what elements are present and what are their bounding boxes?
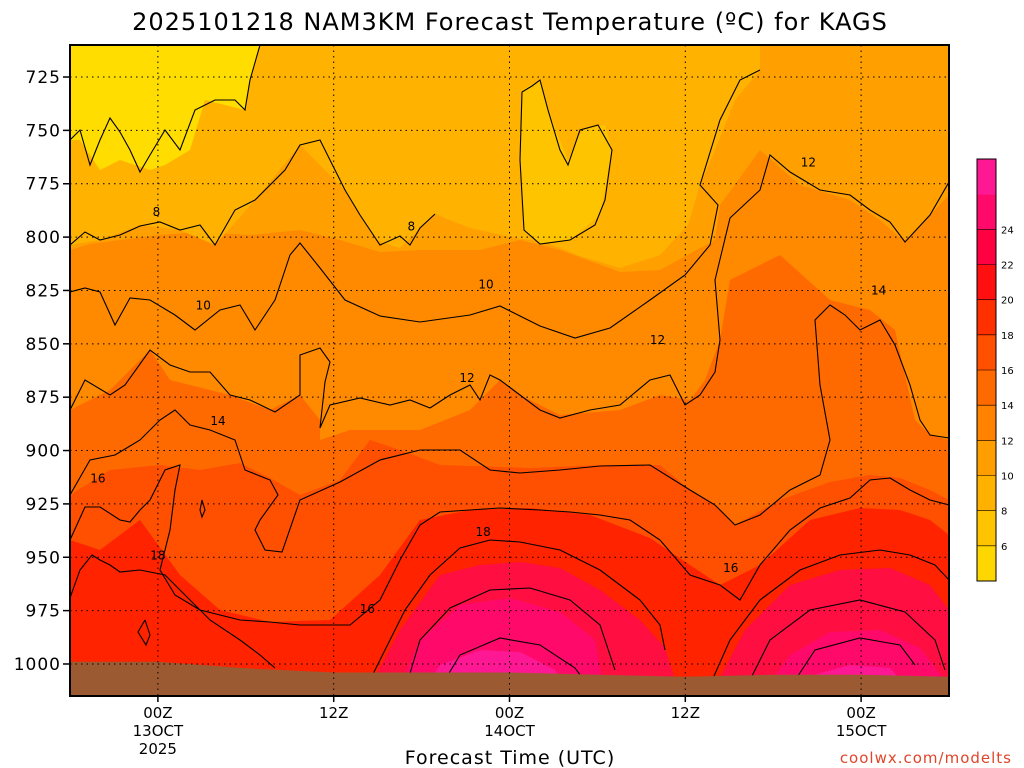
x-tick-label-time: 00Z xyxy=(495,704,524,722)
y-axis-ticks: 725 750 775 800 825 850 875 900 925 950 975 1000 xyxy=(14,68,70,675)
colorbar-swatch xyxy=(977,264,996,301)
contour-label: 10 xyxy=(196,299,211,313)
y-tick-label: 875 xyxy=(26,388,61,408)
colorbar-swatch xyxy=(977,299,996,336)
contour-label: 10 xyxy=(478,277,493,291)
colorbar-swatch xyxy=(977,405,996,441)
contour-label: 16 xyxy=(723,561,738,575)
colorbar-label: 12 xyxy=(1001,436,1014,447)
contour-14 xyxy=(70,304,949,553)
contour-label: 8 xyxy=(408,220,416,234)
y-tick-label: 800 xyxy=(26,228,61,248)
x-tick-label-date: 15OCT xyxy=(836,722,887,740)
y-tick-label: 950 xyxy=(26,548,61,568)
contour-label: 12 xyxy=(801,156,816,170)
contour-label: 8 xyxy=(153,205,161,219)
contour-6 xyxy=(70,45,261,174)
x-tick-label-date: 13OCT xyxy=(133,722,184,740)
contour-12 xyxy=(70,154,949,429)
contour-label: 14 xyxy=(210,414,225,428)
colorbar-swatch xyxy=(977,194,996,230)
colorbar-swatch xyxy=(977,510,996,547)
contour-label: 12 xyxy=(650,333,665,347)
colorbar-swatch xyxy=(977,545,996,582)
x-tick-label-time: 12Z xyxy=(319,704,348,722)
y-tick-label: 925 xyxy=(26,495,61,515)
colorbar-label: 14 xyxy=(1001,401,1014,412)
y-tick-label: 750 xyxy=(26,121,61,141)
contour-18c xyxy=(709,549,949,686)
contour-label: 16 xyxy=(90,472,105,486)
contour-label: 18 xyxy=(150,548,165,562)
x-axis-title: Forecast Time (UTC) xyxy=(405,747,615,768)
colorbar-label: 20 xyxy=(1001,296,1014,307)
contour-16 xyxy=(70,464,949,626)
contour-20b xyxy=(744,599,946,691)
y-tick-label: 1000 xyxy=(14,655,61,675)
y-tick-label: 975 xyxy=(26,602,61,622)
contour-18b xyxy=(364,539,666,691)
colorbar-label: 10 xyxy=(1001,472,1014,483)
y-tick-label: 900 xyxy=(26,442,61,462)
colorbar-swatch xyxy=(977,159,996,195)
colorbar-label: 8 xyxy=(1001,507,1007,518)
contour-label: 18 xyxy=(475,525,490,539)
y-tick-label: 725 xyxy=(26,68,61,88)
credit-text: coolwx.com/modelts xyxy=(840,749,1012,767)
x-tick-label-time: 00Z xyxy=(143,704,172,722)
colorbar-label: 18 xyxy=(1001,331,1014,342)
contour-16-pocket xyxy=(199,499,206,519)
x-tick-label-time: 12Z xyxy=(671,704,700,722)
colorbar-label: 6 xyxy=(1001,542,1007,553)
chart-title: 2025101218 NAM3KM Forecast Temperature (… xyxy=(132,8,888,36)
contour-20-pocket xyxy=(137,619,151,647)
colorbar-label: 22 xyxy=(1001,261,1014,272)
contour-labels: 8 8 10 10 12 12 12 14 14 16 16 16 18 18 xyxy=(90,156,886,616)
x-tick-label-date: 14OCT xyxy=(484,722,535,740)
colorbar-swatch xyxy=(977,370,996,406)
contour-22a xyxy=(439,637,591,689)
y-tick-label: 775 xyxy=(26,175,61,195)
contour-18a xyxy=(70,554,276,669)
contour-label: 14 xyxy=(871,284,886,298)
x-tick-label-year: 2025 xyxy=(139,740,177,758)
contour-20a xyxy=(404,587,616,691)
band-6-8 xyxy=(70,45,260,170)
y-tick-label: 825 xyxy=(26,281,61,301)
grid-lines xyxy=(70,45,949,696)
x-tick-label-time: 00Z xyxy=(846,704,875,722)
colorbar-swatch xyxy=(977,229,996,265)
y-tick-label: 850 xyxy=(26,335,61,355)
contour-label: 16 xyxy=(360,602,375,616)
colorbar-label: 24 xyxy=(1001,225,1014,236)
contour-label: 12 xyxy=(459,371,474,385)
colorbar: 6 8 10 12 14 16 18 20 22 24 xyxy=(976,158,1014,582)
contour-22b xyxy=(789,637,916,689)
contour-8a xyxy=(70,139,436,246)
colorbar-swatch xyxy=(977,334,996,371)
colorbar-label: 16 xyxy=(1001,366,1014,377)
colorbar-swatch xyxy=(977,440,996,476)
contour-10 xyxy=(70,69,761,339)
colorbar-swatch xyxy=(977,475,996,512)
